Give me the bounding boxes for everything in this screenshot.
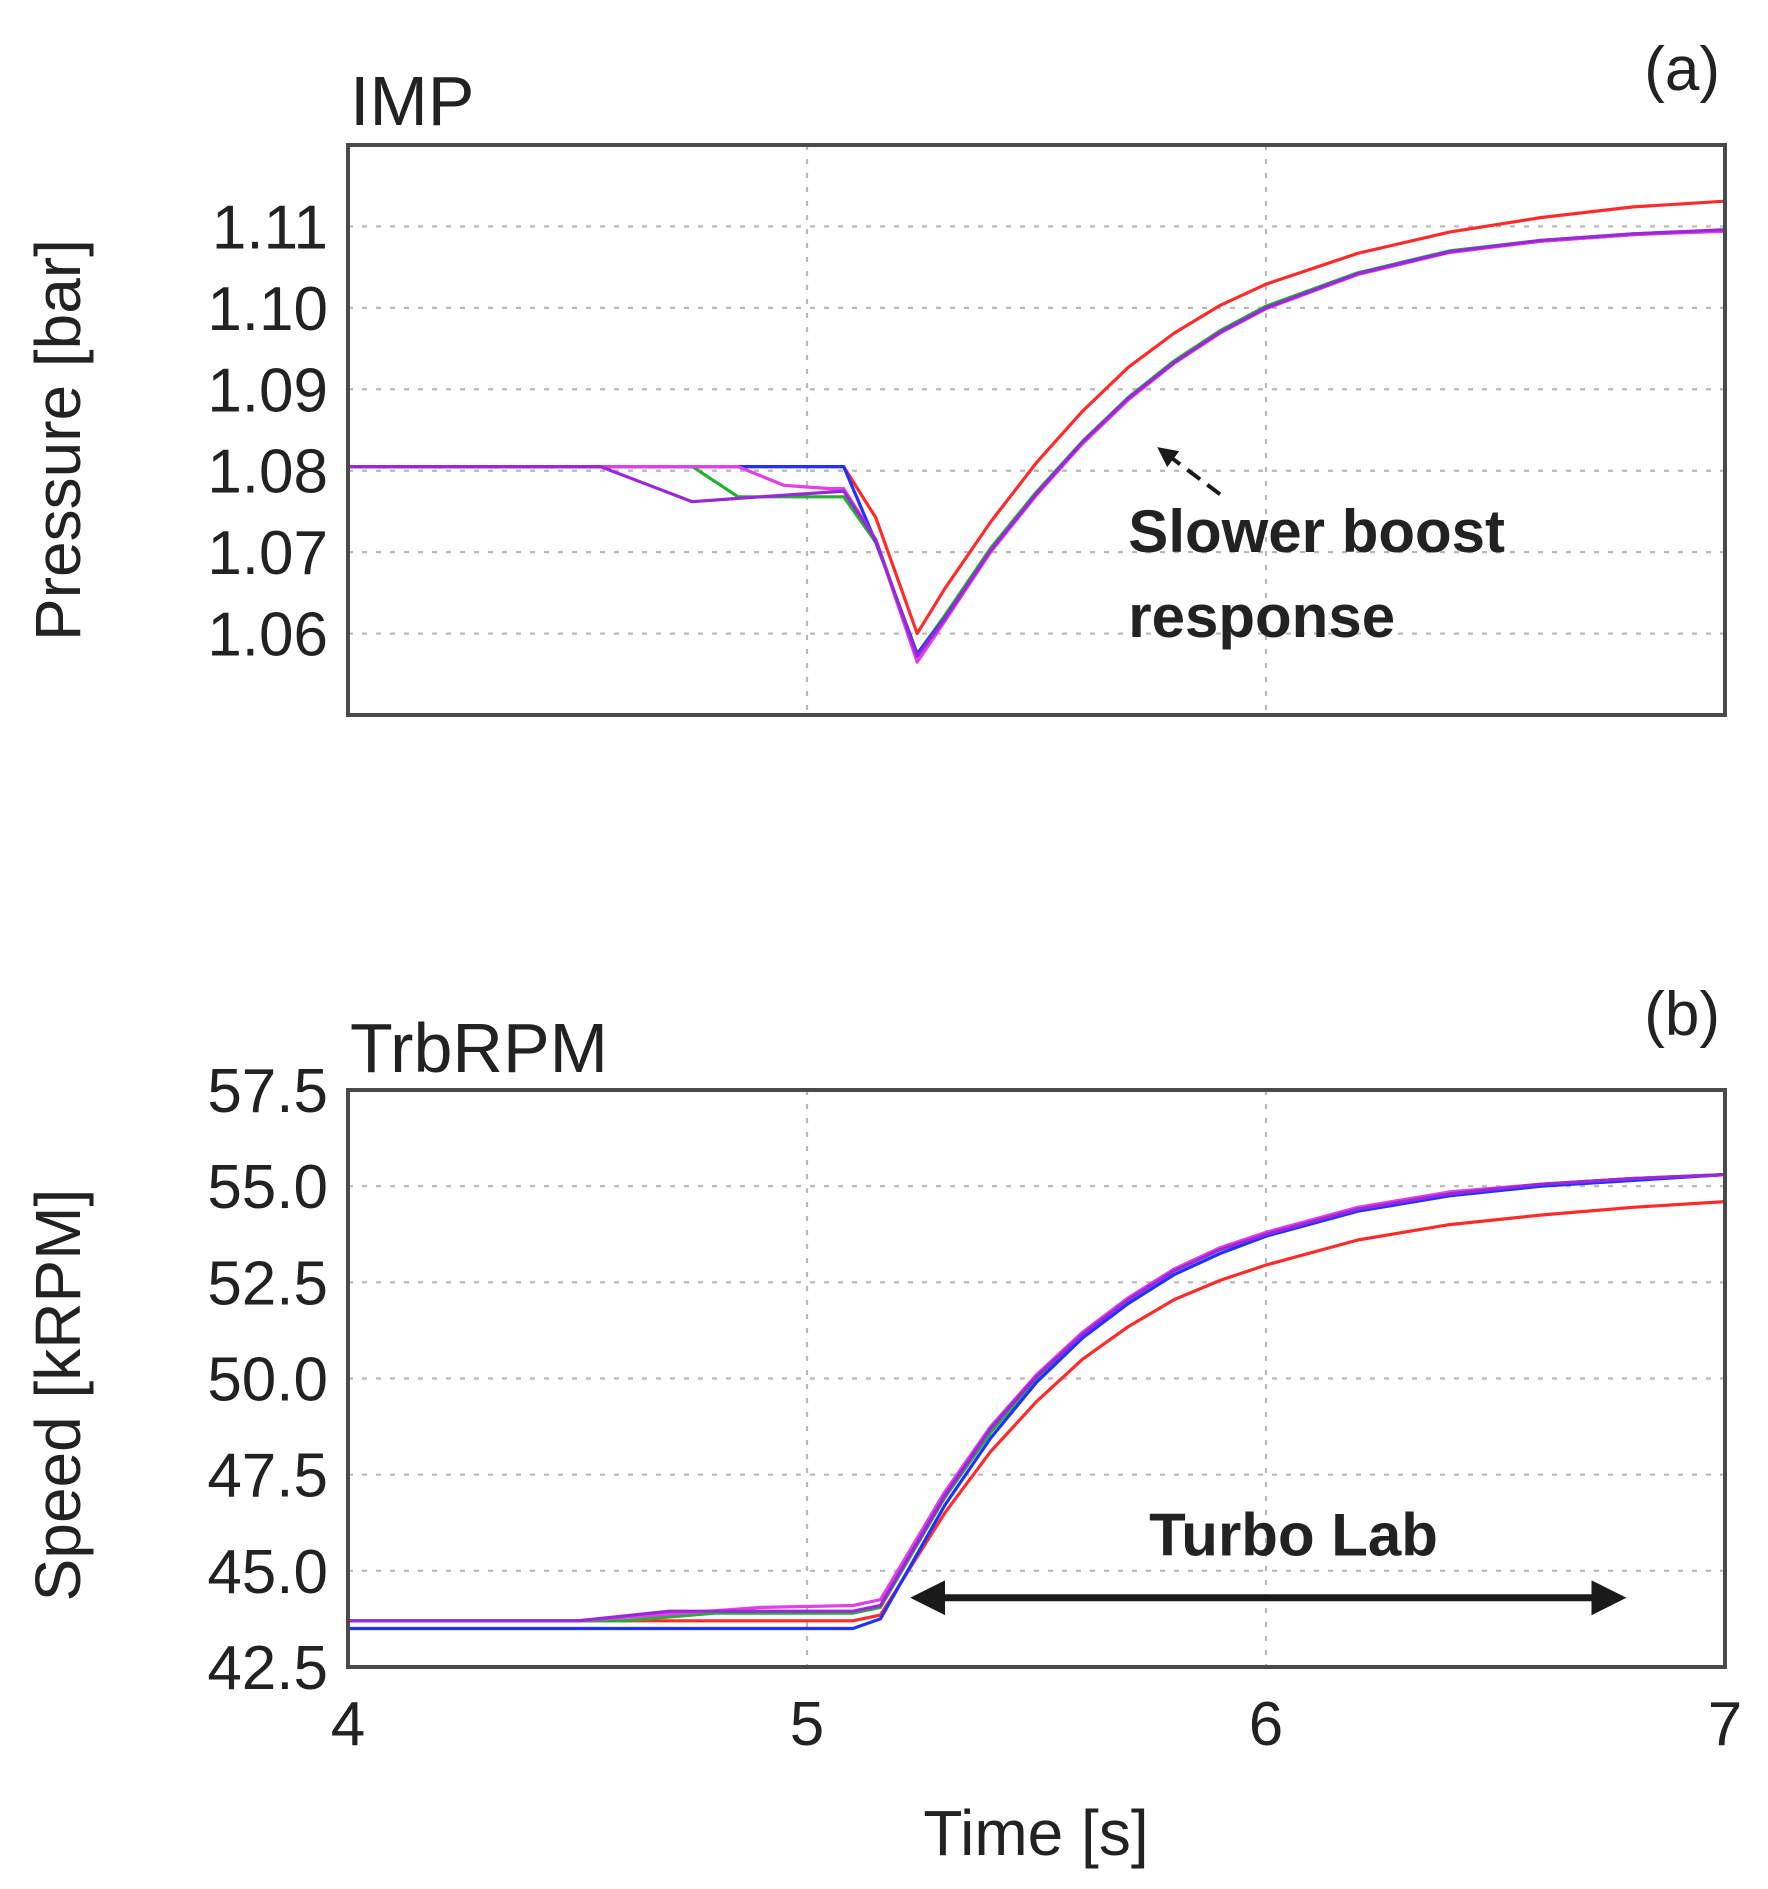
- panel-a-annotation-line-2: response: [1128, 583, 1395, 650]
- y-tick-label: 42.5: [207, 1634, 328, 1703]
- y-tick-label: 47.5: [207, 1442, 328, 1511]
- panel-b-annotation-text: Turbo Lab: [1149, 1501, 1438, 1568]
- y-tick-label: 1.06: [207, 601, 328, 670]
- series-line-green: [346, 1172, 1727, 1623]
- series-line-blue: [346, 1172, 1727, 1631]
- panel-a-yticks: 1.06 1.07 1.08 1.09 1.10 1.11: [207, 193, 328, 669]
- series-line-blue: [346, 228, 1727, 656]
- panel-b-xticks: 4 5 6 7: [331, 1690, 1742, 1759]
- panel-b-yticks: 42.5 45.0 47.5 50.0 52.5 55.0 57.5: [207, 1057, 328, 1703]
- panel-a-gridlines: [348, 145, 1725, 715]
- panel-b-ylabel: Speed [kRPM]: [22, 1189, 94, 1602]
- panel-b-frame: [346, 1088, 1727, 1669]
- y-tick-label: 1.08: [207, 438, 328, 507]
- panel-a-title: IMP: [350, 62, 474, 140]
- series-line-green: [346, 228, 1727, 656]
- y-tick-label: 1.07: [207, 519, 328, 588]
- series-line-magenta: [346, 1172, 1727, 1623]
- series-line-magenta: [346, 229, 1727, 664]
- y-tick-label: 1.09: [207, 356, 328, 425]
- y-tick-label: 1.10: [207, 275, 328, 344]
- panel-b-xlabel: Time [s]: [923, 1797, 1148, 1869]
- panel-a-ylabel: Pressure [bar]: [22, 239, 94, 641]
- x-tick-label: 4: [331, 1690, 365, 1759]
- y-tick-label: 57.5: [207, 1057, 328, 1126]
- x-tick-label: 5: [790, 1690, 824, 1759]
- panel-a-annotation-line-1: Slower boost: [1128, 498, 1505, 565]
- panel-b: TrbRPM (b) Speed [kRPM] 42.5 45.0 47.5 50.0…: [22, 980, 1742, 1869]
- panel-b-label: (b): [1644, 980, 1720, 1049]
- series-line-purple: [346, 228, 1727, 659]
- y-tick-label: 52.5: [207, 1249, 328, 1318]
- y-tick-label: 55.0: [207, 1153, 328, 1222]
- series-line-purple: [346, 1172, 1727, 1623]
- panel-a-frame: [346, 143, 1727, 717]
- panel-a-annotation-arrow: [1157, 447, 1222, 496]
- series-line-red: [346, 1199, 1727, 1623]
- series-line-red: [346, 199, 1727, 636]
- panel-a: IMP (a) Pressure [bar] 1.061.071.081.091…: [22, 35, 1727, 717]
- y-tick-label: 50.0: [207, 1346, 328, 1415]
- y-tick-label: 1.11: [212, 193, 328, 262]
- panel-a-series: [346, 199, 1727, 664]
- x-tick-label: 6: [1249, 1690, 1283, 1759]
- x-tick-label: 7: [1708, 1690, 1742, 1759]
- panel-b-series: [346, 1172, 1727, 1631]
- y-tick-label: 45.0: [207, 1538, 328, 1607]
- panel-a-label: (a): [1644, 35, 1720, 104]
- panel-b-title: TrbRPM: [350, 1009, 608, 1087]
